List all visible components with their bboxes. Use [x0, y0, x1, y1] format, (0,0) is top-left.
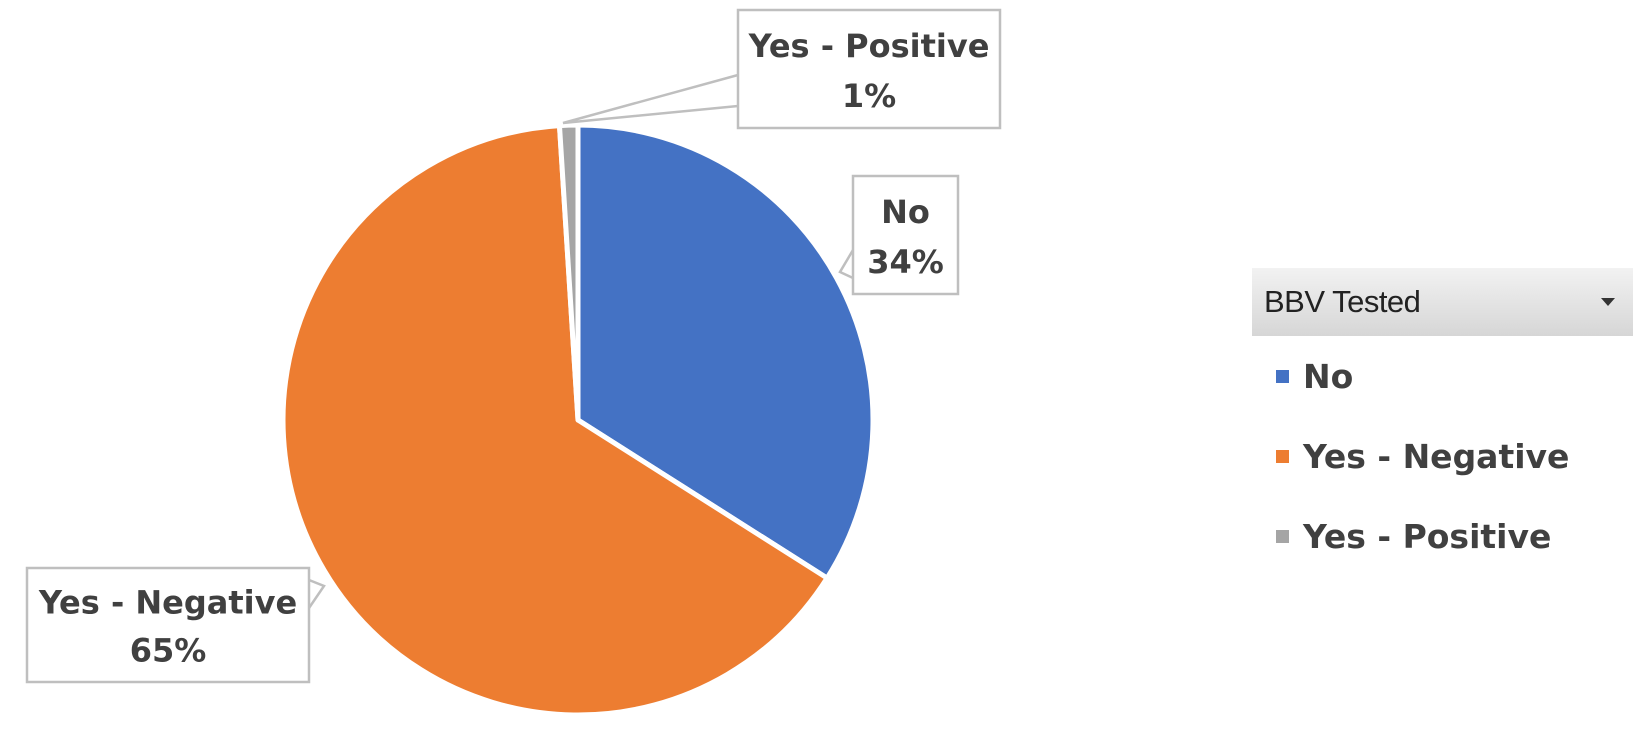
- data-label-percent-no: 34%: [867, 243, 944, 281]
- data-label-category-yes-positive: Yes - Positive: [748, 27, 990, 65]
- legend-swatch-yes-negative: [1276, 449, 1289, 463]
- data-label-category-no: No: [881, 193, 930, 231]
- legend-label-yes-positive: Yes - Positive: [1303, 516, 1552, 556]
- legend-panel: BBV Tested No Yes - Negative Yes - Posit…: [1252, 268, 1633, 576]
- data-labels: No 34% Yes - Negative 65% Yes - Positive 1%: [25, 8, 1002, 684]
- label-leader-lines: [307, 73, 855, 609]
- legend-label-no: No: [1303, 356, 1354, 396]
- legend-swatch-no: [1276, 369, 1289, 383]
- legend-filter-button[interactable]: BBV Tested: [1252, 268, 1633, 336]
- callout-box-yes-positive: [736, 8, 1002, 130]
- pie-slice-yes-positive[interactable]: [556, 122, 581, 423]
- data-label-yes-negative: Yes - Negative 65%: [25, 566, 311, 684]
- legend-swatch-yes-positive: [1276, 529, 1289, 543]
- callout-box-yes-negative: [25, 566, 311, 684]
- chevron-down-icon[interactable]: [1601, 298, 1615, 306]
- legend-title: BBV Tested: [1264, 284, 1421, 319]
- data-label-percent-yes-positive: 1%: [842, 77, 896, 115]
- data-label-category-yes-negative: Yes - Negative: [38, 584, 297, 622]
- callout-box-no: [851, 174, 960, 296]
- legend-list: No Yes - Negative Yes - Positive: [1252, 336, 1633, 576]
- legend-label-yes-negative: Yes - Negative: [1303, 436, 1570, 476]
- data-label-percent-yes-negative: 65%: [130, 631, 207, 669]
- data-label-no: No 34%: [851, 174, 960, 296]
- pie-slice-yes-negative[interactable]: [280, 123, 830, 718]
- data-label-yes-positive: Yes - Positive 1%: [736, 8, 1002, 130]
- leader-line-yes-positive: [562, 73, 739, 125]
- leader-line-no: [838, 249, 855, 280]
- legend-item-yes-positive[interactable]: Yes - Positive: [1252, 496, 1633, 576]
- legend-item-no[interactable]: No: [1252, 336, 1633, 416]
- pie-slices: [280, 122, 876, 718]
- leader-line-yes-negative: [307, 578, 326, 609]
- legend-item-yes-negative[interactable]: Yes - Negative: [1252, 416, 1633, 496]
